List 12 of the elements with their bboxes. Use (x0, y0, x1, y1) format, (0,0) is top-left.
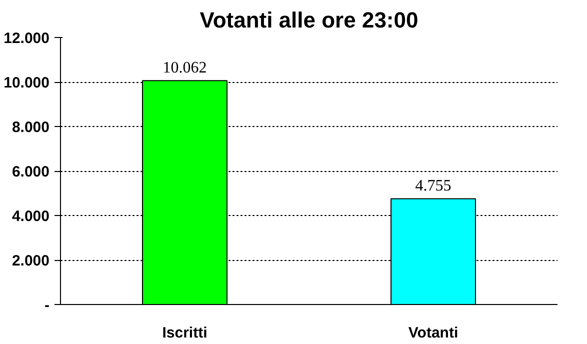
y-tick-label: 8.000 (12, 119, 50, 136)
y-tick-label: 6.000 (12, 164, 50, 180)
x-tick-label: Votanti (408, 324, 458, 342)
y-tick-label: 12.000 (4, 30, 50, 47)
y-tick-label: 2.000 (12, 252, 50, 270)
x-tick-label: Iscritti (162, 324, 208, 342)
data-label: 4.755 (415, 178, 452, 195)
y-tick-label: 4.000 (12, 208, 50, 225)
chart-title: Votanti alle ore 23:00 (200, 8, 418, 32)
data-label: 10.062 (162, 60, 207, 77)
y-tick-label: - (44, 297, 50, 314)
y-tick-label: 10.000 (4, 74, 50, 92)
